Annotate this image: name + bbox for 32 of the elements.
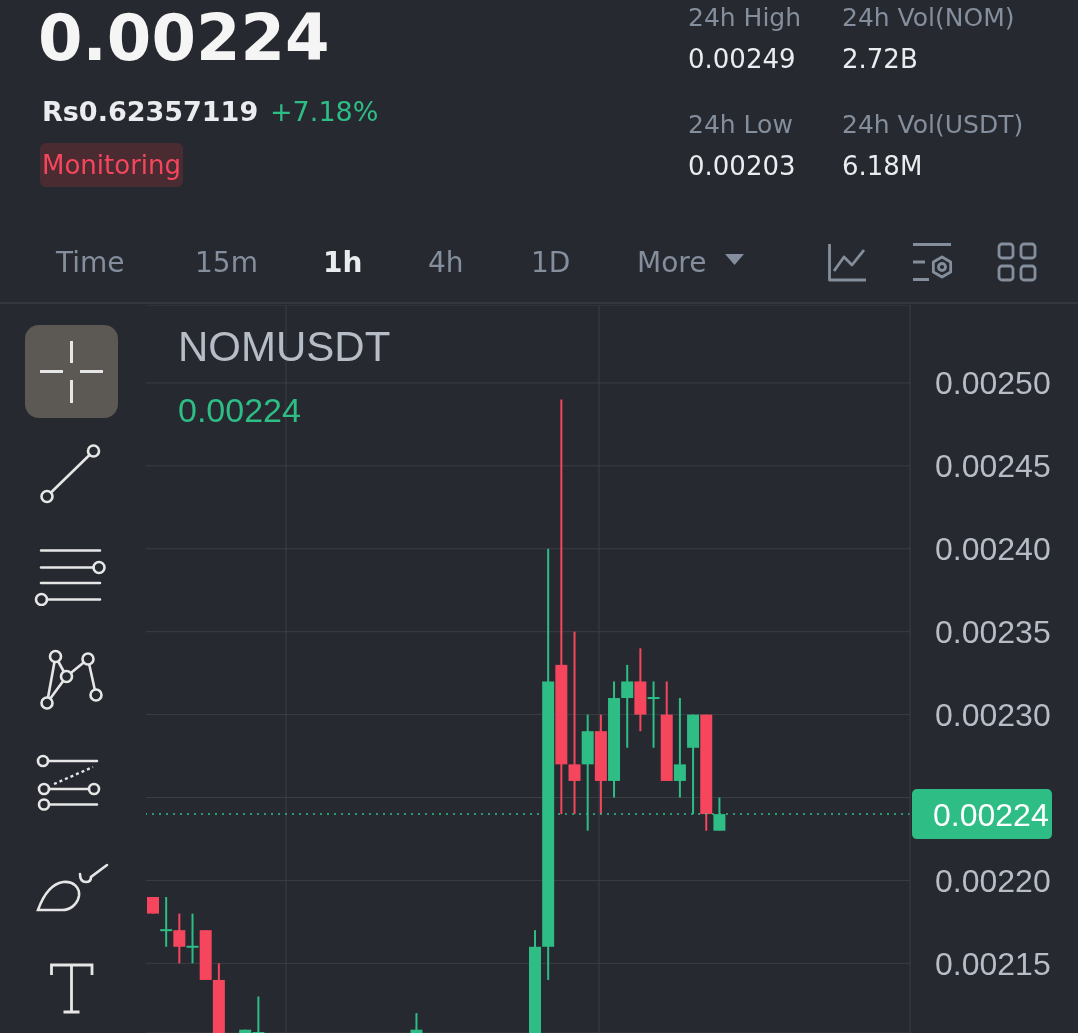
candlestick	[647, 681, 660, 748]
y-tick-label: 0.00235	[935, 614, 1051, 651]
candlestick	[568, 631, 581, 815]
text: 0.00224	[38, 1, 330, 75]
text: 0.00203	[688, 150, 796, 181]
y-tick-label: 0.00220	[935, 862, 1051, 899]
text: 0.00224	[178, 391, 301, 429]
text: 1h	[323, 245, 363, 279]
text: 2.72B	[842, 43, 918, 74]
y-tick-label: 0.00230	[935, 697, 1051, 734]
text: 6.18M	[842, 150, 923, 181]
y-tick-label: 0.00240	[935, 531, 1051, 568]
ref-line-label: 0.00224	[933, 796, 1049, 833]
candlestick	[186, 913, 199, 964]
text: Rs0.62357119	[42, 95, 259, 127]
y-tick-label: 0.00215	[935, 945, 1051, 982]
y-tick-label: 0.00250	[935, 365, 1051, 402]
text: 24h Vol(NOM)	[842, 3, 1015, 33]
text: 4h	[428, 245, 464, 279]
y-tick-label: 0.00245	[935, 448, 1051, 485]
text: Time	[56, 245, 125, 279]
text: 24h High	[688, 3, 802, 33]
text: 24h Low	[688, 110, 793, 140]
text: +7.18%	[270, 95, 379, 127]
text: More	[637, 245, 707, 279]
chart-title: NOMUSDT	[178, 323, 391, 370]
text: 1D	[531, 245, 571, 279]
text: 24h Vol(USDT)	[842, 110, 1024, 140]
text: 0.00249	[688, 43, 796, 74]
candlestick	[160, 897, 173, 947]
text: Monitoring	[42, 150, 182, 180]
text: 15m	[195, 245, 258, 279]
